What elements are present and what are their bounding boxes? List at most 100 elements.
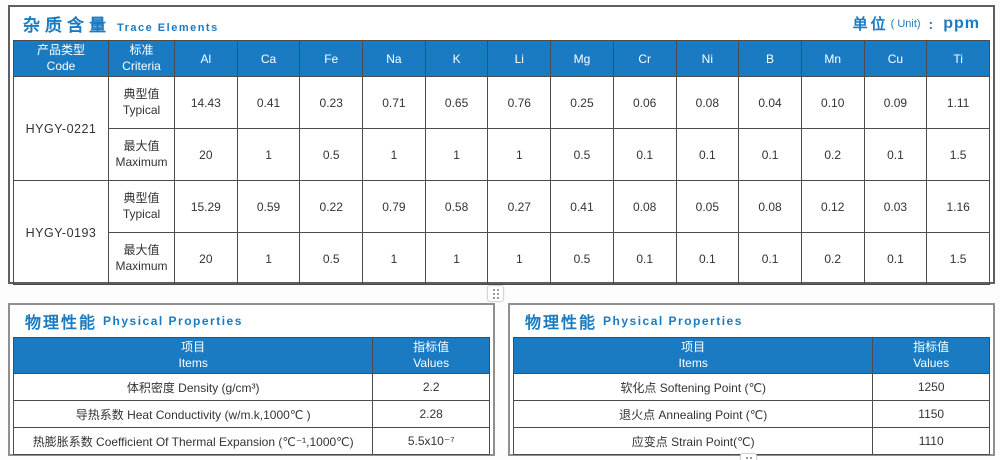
col-header-element: Ni <box>675 40 740 77</box>
table-row: 体积密度 Density (g/cm³) 2.2 <box>12 373 490 401</box>
col-header-element: Li <box>487 40 552 77</box>
value-cell: 0.2 <box>800 128 865 181</box>
col-header-element: Na <box>362 40 426 77</box>
value-cell: 0.1 <box>863 128 928 181</box>
physical-right-header-row: 项目 Items 指标值 Values <box>512 337 990 374</box>
value-cell: 15.29 <box>174 180 238 233</box>
table-row: HYGY-0221 典型值 Typical 14.43 0.41 0.23 0.… <box>13 76 990 181</box>
physical-left-header-row: 项目 Items 指标值 Values <box>12 337 490 374</box>
col-header-element: K <box>424 40 489 77</box>
value-cell: 0.1 <box>675 128 740 181</box>
col-header-element: B <box>738 40 802 77</box>
unit-value: ppm <box>943 14 980 32</box>
product-code: HYGY-0221 <box>13 76 109 181</box>
value-cell: 1.11 <box>926 76 990 129</box>
value-cell: 0.08 <box>612 180 677 233</box>
value-cell: 1.5 <box>926 128 990 181</box>
col-header-code: 产品类型 Code <box>13 40 109 77</box>
value-cell: 2.2 <box>372 373 490 401</box>
table-row: 最大值 Maximum 20 1 0.5 1 1 1 0.5 0.1 0.1 0… <box>14 232 990 285</box>
value-cell: 0.41 <box>550 180 614 233</box>
value-cell: 0.23 <box>299 76 364 129</box>
item-cell: 软化点 Softening Point (℃) <box>512 373 874 401</box>
value-cell: 0.08 <box>738 180 802 233</box>
physical-right-titlebar: 物理性能 Physical Properties <box>513 305 990 337</box>
unit-cn: 单位 <box>852 16 889 33</box>
value-cell: 0.65 <box>424 76 489 129</box>
physical-left-titlebar: 物理性能 Physical Properties <box>13 305 490 337</box>
value-cell: 0.1 <box>612 232 677 285</box>
value-cell: 0.59 <box>236 180 301 233</box>
item-cell: 体积密度 Density (g/cm³) <box>12 373 374 401</box>
value-cell: 0.1 <box>738 128 802 181</box>
trace-elements-title: 杂质含量 Trace Elements <box>23 11 219 36</box>
col-header-element: Fe <box>299 40 364 77</box>
col-header-element: Mg <box>550 40 614 77</box>
value-cell: 0.03 <box>863 180 928 233</box>
trace-elements-panel: 杂质含量 Trace Elements 单位 ( Unit) : ppm 产品类型… <box>8 5 995 285</box>
value-cell: 0.05 <box>675 180 740 233</box>
value-cell: 0.5 <box>299 232 364 285</box>
col-header-element: Ti <box>926 40 990 77</box>
physical-right-title-cn: 物理性能 <box>525 315 598 332</box>
value-cell: 0.58 <box>424 180 489 233</box>
value-cell: 0.08 <box>675 76 740 129</box>
value-cell: 0.25 <box>550 76 614 129</box>
value-cell: 0.06 <box>612 76 677 129</box>
trace-elements-titlebar: 杂质含量 Trace Elements 单位 ( Unit) : ppm <box>13 7 990 40</box>
value-cell: 0.22 <box>299 180 364 233</box>
trace-elements-table: 产品类型 Code 标准 Criteria Al Ca Fe Na K Li M… <box>13 40 990 285</box>
trace-title-cn: 杂质含量 <box>23 16 111 35</box>
col-header-values: 指标值 Values <box>872 337 990 374</box>
value-cell: 1250 <box>872 373 990 401</box>
table-row: 应变点 Strain Point(℃) 1110 <box>512 427 990 455</box>
physical-left-table: 项目 Items 指标值 Values 体积密度 Density (g/cm³)… <box>12 337 490 455</box>
value-cell: 14.43 <box>174 76 238 129</box>
drag-handle-icon[interactable] <box>487 285 504 302</box>
value-cell: 1 <box>362 128 426 181</box>
value-cell: 20 <box>174 128 238 181</box>
value-cell: 1 <box>424 232 489 285</box>
product-code: HYGY-0193 <box>13 180 109 285</box>
trace-header-row: 产品类型 Code 标准 Criteria Al Ca Fe Na K Li M… <box>13 40 990 77</box>
table-row: 退火点 Annealing Point (℃) 1150 <box>512 400 990 428</box>
unit-en: ( Unit) <box>890 17 921 30</box>
value-cell: 0.27 <box>487 180 552 233</box>
value-cell: 1110 <box>872 427 990 455</box>
value-cell: 20 <box>174 232 238 285</box>
value-cell: 0.1 <box>863 232 928 285</box>
value-cell: 0.12 <box>800 180 865 233</box>
value-cell: 0.5 <box>550 232 614 285</box>
table-row: 热膨胀系数 Coefficient Of Thermal Expansion (… <box>12 427 490 455</box>
col-header-items: 项目 Items <box>512 337 874 374</box>
value-cell: 0.76 <box>487 76 552 129</box>
value-cell: 1.5 <box>926 232 990 285</box>
item-cell: 应变点 Strain Point(℃) <box>512 427 874 455</box>
value-cell: 0.10 <box>800 76 865 129</box>
item-cell: 热膨胀系数 Coefficient Of Thermal Expansion (… <box>12 427 374 455</box>
value-cell: 1 <box>487 232 552 285</box>
col-header-element: Ca <box>236 40 301 77</box>
value-cell: 0.1 <box>738 232 802 285</box>
value-cell: 2.28 <box>372 400 490 428</box>
value-cell: 0.2 <box>800 232 865 285</box>
value-cell: 0.5 <box>299 128 364 181</box>
value-cell: 1 <box>362 232 426 285</box>
unit-separator: : <box>928 15 934 32</box>
value-cell: 0.1 <box>612 128 677 181</box>
value-cell: 1150 <box>872 400 990 428</box>
table-row: 最大值 Maximum 20 1 0.5 1 1 1 0.5 0.1 0.1 0… <box>14 128 990 181</box>
drag-handle-bottom-icon[interactable] <box>740 453 757 460</box>
value-cell: 0.5 <box>550 128 614 181</box>
value-cell: 1 <box>424 128 489 181</box>
criteria-label: 典型值 Typical <box>108 76 175 129</box>
col-header-criteria: 标准 Criteria <box>108 40 175 77</box>
physical-right-table: 项目 Items 指标值 Values 软化点 Softening Point … <box>512 337 990 455</box>
value-cell: 0.09 <box>863 76 928 129</box>
value-cell: 0.71 <box>362 76 426 129</box>
physical-properties-right-panel: 物理性能 Physical Properties 项目 Items 指标值 Va… <box>508 303 995 456</box>
item-cell: 导热系数 Heat Conductivity (w/m.k,1000℃ ) <box>12 400 374 428</box>
col-header-values: 指标值 Values <box>372 337 490 374</box>
unit-label: 单位 ( Unit) : ppm <box>853 13 980 34</box>
